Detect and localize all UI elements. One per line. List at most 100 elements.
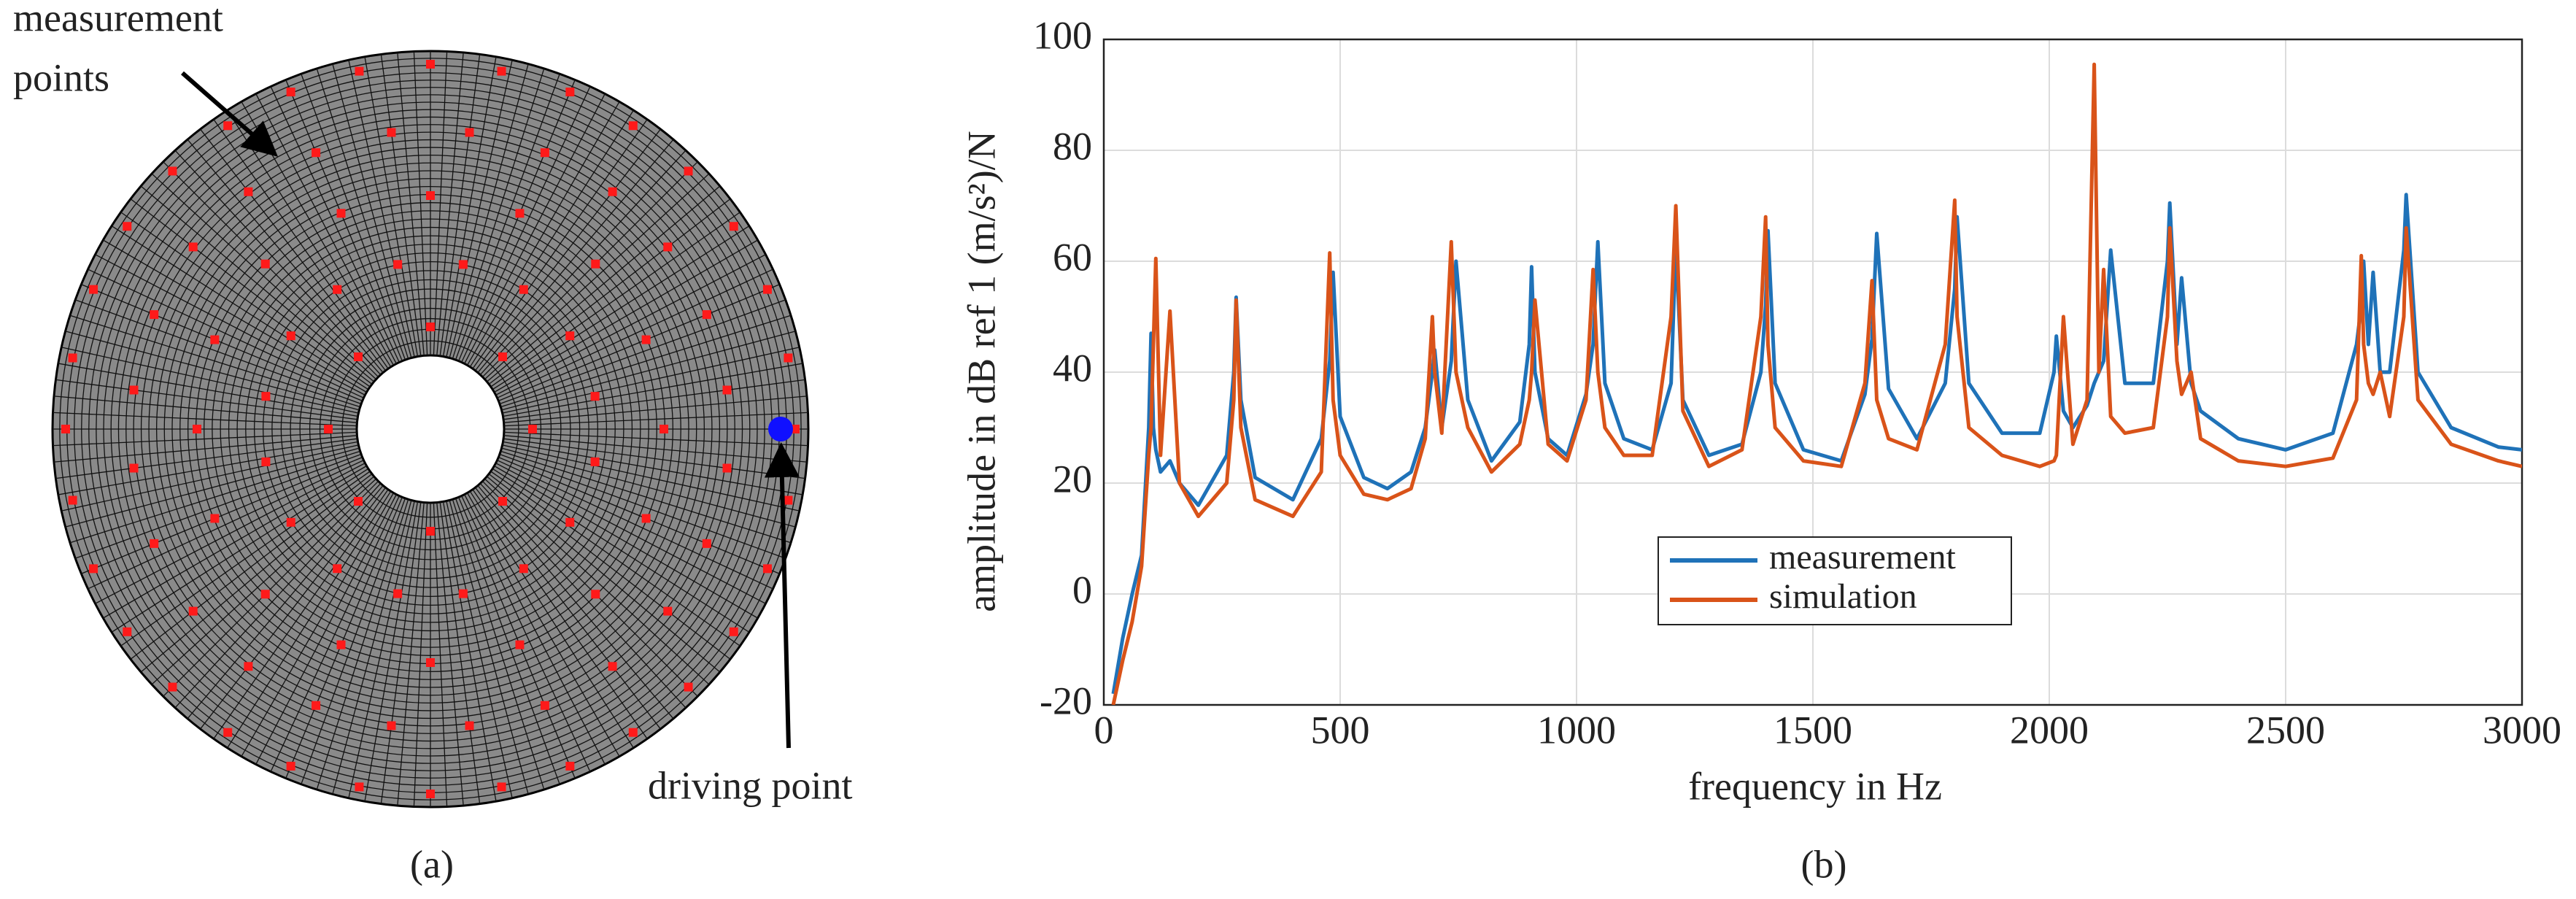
measurement-point	[426, 323, 435, 331]
hole	[355, 354, 506, 504]
mesh-spoke	[495, 254, 766, 396]
measurement-point	[528, 425, 537, 433]
measurement-point	[465, 128, 474, 137]
measurement-point	[150, 310, 159, 320]
measurement-point	[324, 425, 333, 433]
measurement-point	[150, 539, 159, 548]
measurement-point	[336, 640, 346, 649]
mesh-spoke	[499, 453, 786, 559]
data-line	[1111, 62, 2522, 705]
measurement-point	[333, 285, 342, 294]
mesh-spoke	[75, 453, 362, 559]
caption: (b)	[1801, 842, 1847, 886]
x-tick-label: 0	[1094, 708, 1114, 752]
mesh-spoke	[492, 468, 750, 633]
mesh-spoke	[151, 173, 376, 380]
measurement-point	[336, 209, 346, 218]
measurement-point	[123, 627, 132, 636]
mesh-spoke	[442, 501, 497, 802]
mesh-spoke	[500, 450, 792, 544]
driving-point	[768, 417, 793, 441]
y-tick-label: 100	[1033, 13, 1092, 57]
measurement-point	[387, 721, 396, 730]
mesh-spoke	[499, 299, 786, 405]
mesh-spoke	[494, 465, 758, 619]
measurement-point	[663, 242, 673, 252]
mesh-spoke	[301, 74, 406, 360]
mesh-spoke	[332, 500, 412, 795]
mesh-spoke	[497, 269, 773, 398]
mesh-spoke	[55, 438, 357, 479]
measurement-point	[260, 259, 270, 269]
measurement-point	[261, 392, 271, 401]
mesh-spoke	[433, 51, 448, 356]
mesh-spoke	[174, 483, 382, 709]
mesh-spoke	[140, 185, 375, 382]
mesh-spoke	[364, 56, 419, 357]
measurement-point	[210, 514, 220, 523]
mesh-spoke	[130, 198, 373, 385]
measurement-point	[89, 564, 98, 574]
mesh-spoke	[213, 119, 389, 369]
mesh-spoke	[65, 331, 360, 411]
mesh-spoke	[227, 490, 392, 749]
mesh-spoke	[163, 480, 379, 697]
mesh-spoke	[255, 494, 397, 765]
mesh-spoke	[95, 463, 365, 604]
mesh-spoke	[103, 465, 367, 619]
mesh-spoke	[452, 68, 545, 359]
measurement-point	[286, 517, 295, 527]
mesh-spoke	[397, 502, 425, 806]
mesh-spoke	[88, 460, 364, 590]
mesh-spoke	[490, 471, 740, 647]
mesh-spoke	[469, 490, 634, 749]
measurement-point	[223, 728, 233, 737]
mesh-spoke	[502, 444, 800, 512]
mesh-spoke	[120, 471, 371, 647]
arrow	[764, 442, 800, 749]
measurement-point	[244, 662, 253, 671]
mesh-spoke	[472, 489, 648, 739]
measurement-point	[89, 285, 98, 294]
mesh-spoke	[53, 431, 357, 447]
mesh-spoke	[111, 225, 369, 390]
mesh-spoke	[58, 363, 358, 417]
mesh-spoke	[187, 139, 384, 374]
mesh-spoke	[270, 86, 400, 363]
measurement-point	[702, 310, 711, 320]
measurement-point	[515, 640, 525, 649]
measurement-point	[387, 128, 396, 137]
x-tick-label: 1000	[1537, 708, 1616, 752]
mesh-spoke	[492, 225, 750, 390]
mesh-spoke	[151, 478, 376, 685]
mesh-spoke	[501, 331, 796, 411]
mesh-spoke	[348, 60, 415, 358]
measurement-point	[591, 259, 600, 269]
measurement-point	[354, 496, 363, 506]
measurement-point	[355, 66, 364, 76]
mesh-spoke	[466, 493, 620, 757]
y-tick-label: 80	[1053, 124, 1092, 168]
measurement-point	[286, 331, 295, 341]
measurement-point	[628, 121, 638, 131]
mesh-spoke	[464, 494, 606, 765]
mesh-spoke	[413, 502, 428, 807]
measurement-point	[784, 495, 793, 505]
measurement-point	[426, 60, 435, 69]
measurement-point	[762, 285, 772, 294]
y-axis-label: amplitude in dB ref 1 (m/s²)/N	[959, 131, 1003, 612]
mesh-spoke	[503, 396, 808, 423]
mesh-spoke	[413, 51, 428, 356]
measurement-point	[519, 285, 528, 294]
measurement-point	[393, 589, 403, 598]
measurement-point	[286, 761, 295, 771]
mesh-spoke	[285, 497, 403, 779]
x-axis-label: frequency in Hz	[1688, 764, 1942, 808]
measurement-point	[762, 564, 772, 574]
measurement-point	[426, 790, 435, 798]
measurement-point	[608, 662, 617, 671]
mesh-spoke	[285, 80, 403, 361]
y-tick-label: 40	[1053, 346, 1092, 390]
